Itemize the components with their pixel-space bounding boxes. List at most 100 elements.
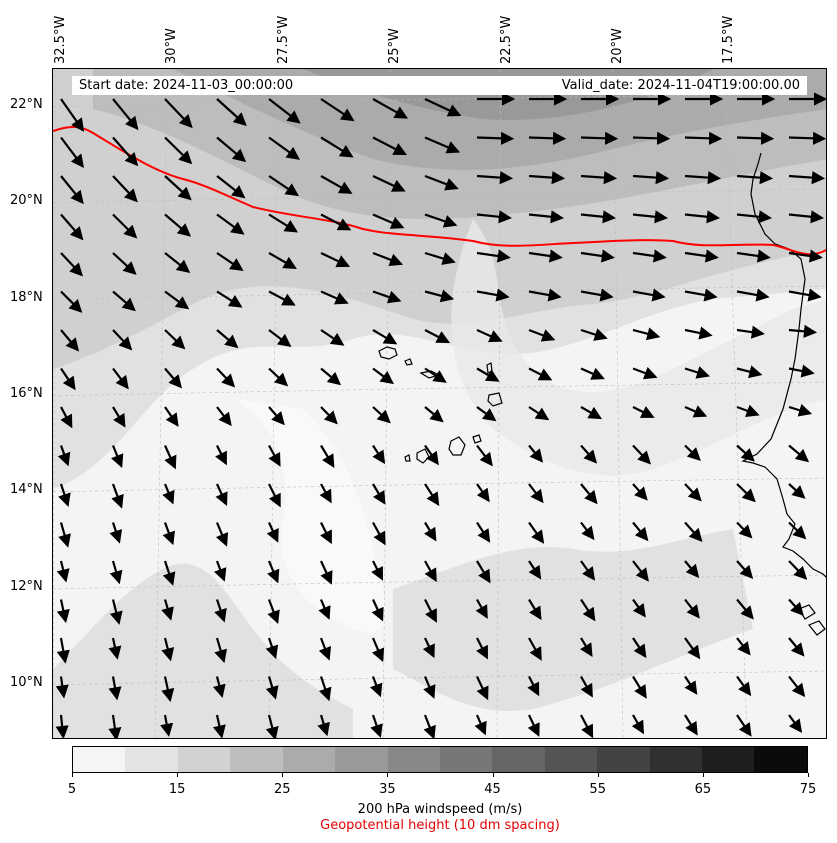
wind-arrow (684, 131, 723, 145)
colorbar (72, 746, 808, 773)
colorbar-tick-label: 25 (274, 782, 291, 797)
wind-arrow (268, 98, 301, 124)
wind-arrow (476, 131, 515, 145)
wind-arrow (736, 365, 763, 379)
wind-arrow (320, 444, 335, 468)
wind-arrow (162, 483, 175, 505)
colorbar-segment (597, 747, 650, 772)
lat-label-12n: 12°N (10, 579, 43, 594)
colorbar-segment (282, 747, 336, 772)
colorbar-tick-label: 65 (694, 782, 712, 797)
wind-arrow (580, 598, 596, 622)
colorbar-segment (177, 747, 231, 772)
wind-arrow (788, 714, 803, 733)
wind-arrow (424, 560, 437, 583)
wind-arrow (424, 599, 437, 623)
wind-arrow (684, 326, 713, 340)
wind-arrow (684, 714, 698, 736)
colorbar-segment (492, 747, 545, 772)
colorbar-tick-label: 45 (484, 782, 501, 797)
lat-label-18n: 18°N (10, 290, 43, 305)
wind-arrow (214, 637, 228, 664)
wind-arrow (632, 210, 668, 224)
wind-arrow (57, 445, 71, 467)
colorbar-tickmark (387, 773, 389, 777)
wind-arrow (216, 406, 232, 427)
wind-arrow (736, 131, 775, 145)
wind-arrow (788, 483, 806, 499)
wind-arrow (476, 444, 493, 467)
wind-arrow (580, 249, 615, 263)
wind-arrow (372, 406, 391, 424)
wind-arrow (476, 249, 511, 263)
colorbar-tick-label: 35 (379, 782, 396, 797)
wind-arrow (632, 675, 647, 699)
wind-arrow (371, 637, 385, 663)
wind-arrow (424, 213, 458, 228)
wind-arrow (736, 637, 751, 656)
wind-arrow (422, 637, 435, 659)
colorbar-tick-label: 15 (168, 782, 186, 797)
wind-arrow (788, 288, 822, 302)
wind-vectors (55, 92, 826, 738)
wind-arrow (320, 522, 332, 545)
wind-arrow (684, 637, 701, 660)
wind-arrow (736, 483, 756, 503)
wind-arrow (319, 483, 332, 504)
wind-arrow (424, 136, 461, 154)
wind-arrow (372, 483, 386, 505)
wind-arrow (528, 210, 564, 224)
wind-arrow (372, 98, 409, 119)
wind-arrow (265, 676, 279, 700)
wind-arrow (736, 560, 754, 580)
wind-arrow (580, 675, 593, 698)
wind-arrow (164, 252, 191, 273)
wind-arrow (161, 676, 175, 703)
wind-arrow (164, 329, 186, 350)
wind-arrow (632, 131, 671, 145)
wind-arrow (320, 213, 352, 231)
wind-arrow (268, 406, 285, 426)
colorbar-tickmark (808, 773, 809, 777)
wind-arrow (109, 560, 123, 585)
wind-arrow (109, 522, 123, 544)
wind-arrow (320, 406, 338, 425)
wind-arrow (164, 175, 192, 201)
wind-arrow (318, 599, 331, 620)
wind-arrow (216, 136, 247, 163)
wind-arrow (317, 714, 330, 737)
wind-arrow (56, 560, 70, 583)
lat-label-16n: 16°N (10, 386, 43, 401)
wind-arrow (60, 252, 84, 277)
wind-arrow (60, 406, 73, 429)
wind-arrow (580, 444, 598, 464)
wind-arrow (112, 252, 137, 275)
wind-arrow (112, 329, 133, 351)
colorbar-segment (230, 747, 283, 772)
wind-arrow (476, 210, 512, 224)
wind-arrow (424, 444, 439, 466)
wind-arrow (164, 406, 179, 427)
wind-arrow (112, 136, 139, 167)
wind-arrow (163, 445, 177, 470)
wind-arrow (424, 251, 456, 265)
wind-arrow (372, 367, 394, 385)
wind-arrow (684, 675, 698, 695)
wind-arrow (216, 175, 246, 199)
wind-arrow (372, 444, 386, 465)
lon-label-30w: 30°W (164, 28, 179, 64)
colorbar-segment (439, 747, 493, 772)
wind-arrow (215, 445, 227, 466)
wind-arrow (56, 637, 70, 664)
wind-arrow (736, 325, 765, 339)
wind-arrow (265, 637, 279, 660)
wind-arrow (215, 522, 229, 547)
colorbar-tickmark (72, 773, 73, 777)
colorbar-segment (73, 747, 126, 772)
wind-arrow (476, 483, 490, 503)
geopotential-legend-label: Geopotential height (10 dm spacing) (320, 818, 560, 833)
wind-arrow (320, 290, 349, 305)
colorbar-tick-label: 75 (799, 782, 817, 797)
wind-arrow (320, 367, 342, 386)
wind-arrow (632, 521, 649, 542)
